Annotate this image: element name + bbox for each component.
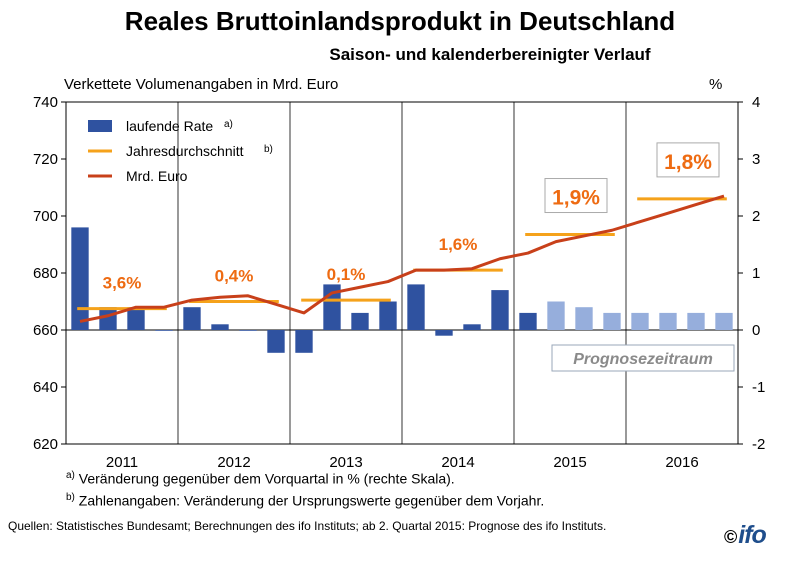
y2-tick-label: 4 — [752, 94, 760, 111]
x-tick-label: 2014 — [441, 454, 474, 471]
x-tick-label: 2013 — [329, 454, 362, 471]
growth-label: 1,8% — [664, 151, 712, 174]
sources-text: Quellen: Statistisches Bundesamt; Berech… — [8, 519, 607, 533]
y-tick-label: 620 — [33, 436, 58, 453]
y2-tick-label: -1 — [752, 379, 765, 396]
gdp-line — [79, 194, 725, 323]
chart-title: Reales Bruttoinlandsprodukt in Deutschla… — [124, 6, 676, 36]
growth-label-box — [656, 142, 720, 178]
footnote-b-mark: b) — [66, 492, 75, 503]
y2-tick-label: 1 — [752, 265, 760, 282]
ifo-logo: ©ifo — [724, 521, 767, 550]
bar — [491, 290, 509, 330]
bar — [127, 307, 145, 330]
footnote-a-text: Veränderung gegenüber dem Vorquartal in … — [78, 470, 455, 487]
footnote-b-text: Zahlenangaben: Veränderung der Ursprungs… — [78, 492, 545, 509]
y-tick-label: 720 — [33, 151, 58, 168]
x-tick-label: 2015 — [553, 454, 586, 471]
growth-label: 0,4% — [215, 267, 254, 286]
bar — [687, 312, 705, 330]
legend-label-line: Mrd. Euro — [126, 168, 188, 184]
bar — [659, 312, 677, 330]
bar — [407, 284, 425, 330]
bar — [379, 301, 397, 330]
y-axis-label: Verkettete Volumenangaben in Mrd. Euro — [64, 76, 339, 93]
y-tick-label: 740 — [33, 94, 58, 111]
y2-tick-label: -2 — [752, 436, 765, 453]
logo-text: ifo — [738, 521, 767, 549]
bar — [631, 312, 649, 330]
bar — [183, 307, 201, 330]
footnote-a: a) Veränderung gegenüber dem Vorquartal … — [66, 470, 455, 487]
y-tick-label: 660 — [33, 322, 58, 339]
growth-label-box — [544, 178, 608, 214]
growth-label: 3,6% — [103, 274, 142, 293]
y-tick-label: 640 — [33, 379, 58, 396]
y-tick-label: 700 — [33, 208, 58, 225]
bar — [575, 307, 593, 330]
bar — [295, 330, 313, 353]
growth-label: 0,1% — [327, 265, 366, 284]
footnote-a-mark: a) — [66, 470, 75, 481]
bar — [435, 330, 453, 336]
legend-sup-b: b) — [264, 144, 273, 155]
bar — [547, 301, 565, 330]
y2-tick-label: 3 — [752, 151, 760, 168]
y-tick-label: 680 — [33, 265, 58, 282]
legend-label-bars: laufende Rate — [126, 118, 213, 134]
bar — [71, 227, 89, 330]
bar — [99, 307, 117, 330]
bar — [239, 330, 257, 331]
bar — [267, 330, 285, 353]
legend-label-average: Jahresdurchschnitt — [126, 143, 244, 159]
x-tick-label: 2012 — [217, 454, 250, 471]
bar — [715, 312, 733, 330]
x-tick-label: 2016 — [665, 454, 698, 471]
forecast-box — [551, 344, 735, 372]
chart-subtitle: Saison- und kalenderbereinigter Verlauf — [329, 45, 651, 64]
y2-axis-label: % — [709, 76, 723, 93]
footnote-b: b) Zahlenangaben: Veränderung der Urspru… — [66, 492, 544, 509]
bar — [155, 330, 173, 331]
legend-sup-a: a) — [224, 119, 233, 130]
chart-svg: 620 640 660 680 700 720 740 -2 -1 0 1 2 3 4 2011 2012 20… — [33, 94, 765, 471]
legend-swatch-bars — [88, 120, 112, 132]
growth-label: 1,6% — [439, 235, 478, 254]
bar — [603, 312, 621, 330]
forecast-label: Prognosezeitraum — [573, 351, 713, 368]
x-tick-label: 2011 — [106, 454, 138, 471]
copyright-symbol: © — [724, 527, 737, 547]
bar — [351, 312, 369, 330]
y2-tick-label: 2 — [752, 208, 760, 225]
y2-tick-label: 0 — [752, 322, 760, 339]
growth-label: 1,9% — [552, 187, 600, 210]
bar — [519, 312, 537, 330]
bar — [463, 324, 481, 330]
bar — [211, 324, 229, 330]
